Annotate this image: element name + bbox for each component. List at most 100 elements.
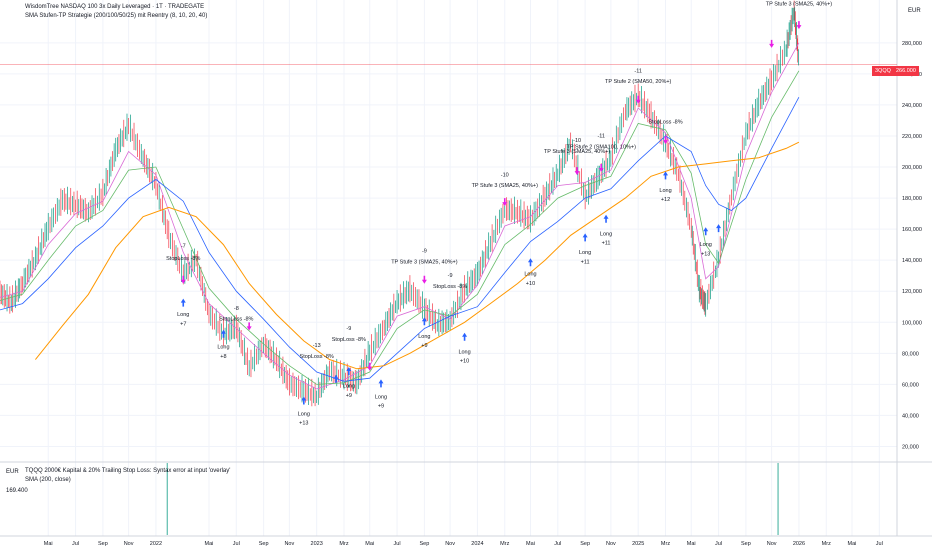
- trade-annotation: -10: [573, 138, 581, 144]
- long-entry-marker: [421, 317, 427, 326]
- x-tick-label: Sep: [98, 541, 108, 547]
- y-tick-label: 160,000: [902, 227, 922, 233]
- symbol-tag: 3QQQ: [872, 66, 894, 76]
- trade-annotation: StopLoss -8%: [648, 120, 682, 126]
- long-entry-marker: [716, 224, 722, 233]
- x-tick-label: 2026: [793, 541, 805, 547]
- trade-annotation: -7: [181, 244, 186, 250]
- chart-title: WisdomTree NASDAQ 100 3x Daily Leveraged…: [25, 4, 205, 10]
- exit-marker: [663, 136, 669, 145]
- trade-annotation: TP Stufe 3 (SMA25, 40%+): [472, 183, 539, 189]
- trade-annotation: StopLoss -8%: [166, 256, 200, 262]
- trade-annotation: TP Stufe 3 (SMA25, 40%+): [766, 2, 833, 8]
- long-entry-marker: [462, 332, 468, 341]
- x-tick-label: Nov: [606, 541, 616, 547]
- x-tick-label: Sep: [419, 541, 429, 547]
- x-tick-label: 2022: [150, 541, 162, 547]
- trade-annotation: -13: [313, 343, 321, 349]
- exit-marker: [635, 95, 641, 104]
- trade-annotation: +10: [460, 359, 469, 365]
- sma-line-sma100: [0, 97, 800, 382]
- trade-annotation: Long: [579, 250, 591, 256]
- trade-annotation: +8: [220, 354, 226, 360]
- x-tick-label: Mai: [44, 541, 53, 547]
- exit-marker: [246, 322, 252, 331]
- y-tick-label: 120,000: [902, 289, 922, 295]
- strategy-label: SMA Stufen-TP Strategie (200/100/50/25) …: [25, 13, 208, 19]
- trade-annotation: Long: [600, 231, 612, 237]
- x-tick-label: Mai: [687, 541, 696, 547]
- trade-annotation: Long: [659, 188, 671, 194]
- x-tick-label: Mrz: [500, 541, 509, 547]
- trade-annotation: StopLoss -8%: [300, 354, 334, 360]
- y-tick-label: 140,000: [902, 258, 922, 264]
- y-tick-label: 180,000: [902, 196, 922, 202]
- trade-annotation: +13: [299, 421, 308, 427]
- trade-annotation: Long: [343, 383, 355, 389]
- trade-annotation: +11: [602, 241, 611, 247]
- x-tick-label: Jul: [394, 541, 401, 547]
- x-tick-label: 2025: [632, 541, 644, 547]
- x-tick-label: Nov: [445, 541, 455, 547]
- long-entry-marker: [346, 366, 352, 375]
- trade-annotation: +12: [661, 197, 670, 203]
- y-tick-label: 20,000: [902, 444, 919, 450]
- x-tick-label: Mai: [526, 541, 535, 547]
- exit-marker: [574, 167, 580, 176]
- trade-annotation: +7: [180, 321, 186, 327]
- y-tick-label: 40,000: [902, 413, 919, 419]
- lower-pane-indicator-name: TQQQ 2000€ Kapital & 20% Trailing Stop L…: [25, 468, 231, 474]
- x-tick-label: 2023: [311, 541, 323, 547]
- long-entry-marker: [582, 233, 588, 242]
- trade-annotation: -11: [634, 68, 642, 74]
- exit-marker: [796, 21, 802, 30]
- x-tick-label: Mai: [365, 541, 374, 547]
- trade-annotation: -9: [448, 273, 453, 279]
- trade-annotation: Long: [700, 242, 712, 248]
- trade-annotation: TP Stufe 3 (SMA25, 40%+): [391, 259, 458, 265]
- x-tick-label: Sep: [259, 541, 269, 547]
- long-entry-marker: [603, 214, 609, 223]
- trade-annotation: +9: [346, 393, 352, 399]
- long-entry-marker: [703, 227, 709, 236]
- x-tick-label: Jul: [72, 541, 79, 547]
- trade-annotation: +9: [421, 343, 427, 349]
- y-tick-label: 60,000: [902, 382, 919, 388]
- y-tick-label: 280,000: [902, 41, 922, 47]
- x-tick-label: Mai: [848, 541, 857, 547]
- trade-annotation: Long: [298, 411, 310, 417]
- x-tick-label: Jul: [876, 541, 883, 547]
- trade-annotation: +10: [526, 281, 535, 287]
- exit-marker: [180, 275, 186, 284]
- trade-annotation: +11: [581, 259, 590, 265]
- x-tick-label: Mrz: [661, 541, 670, 547]
- x-tick-label: Nov: [284, 541, 294, 547]
- x-tick-label: 2024: [471, 541, 483, 547]
- trade-annotation: Long: [177, 312, 189, 318]
- exit-marker: [598, 164, 604, 173]
- x-tick-label: Sep: [580, 541, 590, 547]
- sma-line-sma200: [35, 141, 800, 370]
- last-price-tag: 266.000: [893, 66, 919, 76]
- x-tick-label: Mrz: [339, 541, 348, 547]
- long-entry-marker: [301, 396, 307, 405]
- trade-annotation: Long: [418, 334, 430, 340]
- trade-annotation: -11: [597, 134, 605, 140]
- trade-annotation: Long: [524, 272, 536, 278]
- sma-line-sma25: [0, 42, 800, 390]
- trade-annotation: TP Stufe 2 (SMA50, 20%+): [605, 79, 672, 85]
- long-entry-marker: [333, 374, 339, 383]
- long-entry-marker: [663, 171, 669, 180]
- lower-pane-value: 169.400: [6, 488, 28, 494]
- y-tick-label: 240,000: [902, 103, 922, 109]
- exit-marker: [367, 362, 373, 371]
- currency-label: EUR: [908, 8, 921, 14]
- lower-pane-currency: EUR: [6, 469, 19, 475]
- long-entry-marker: [378, 379, 384, 388]
- lower-pane-sma-label: SMA (200, close): [25, 477, 71, 483]
- x-tick-label: Nov: [124, 541, 134, 547]
- long-entry-marker: [527, 258, 533, 267]
- trade-annotation: -10: [501, 172, 509, 178]
- trade-annotation: TP Stufe 2 (SMA100, 10%+): [566, 144, 636, 150]
